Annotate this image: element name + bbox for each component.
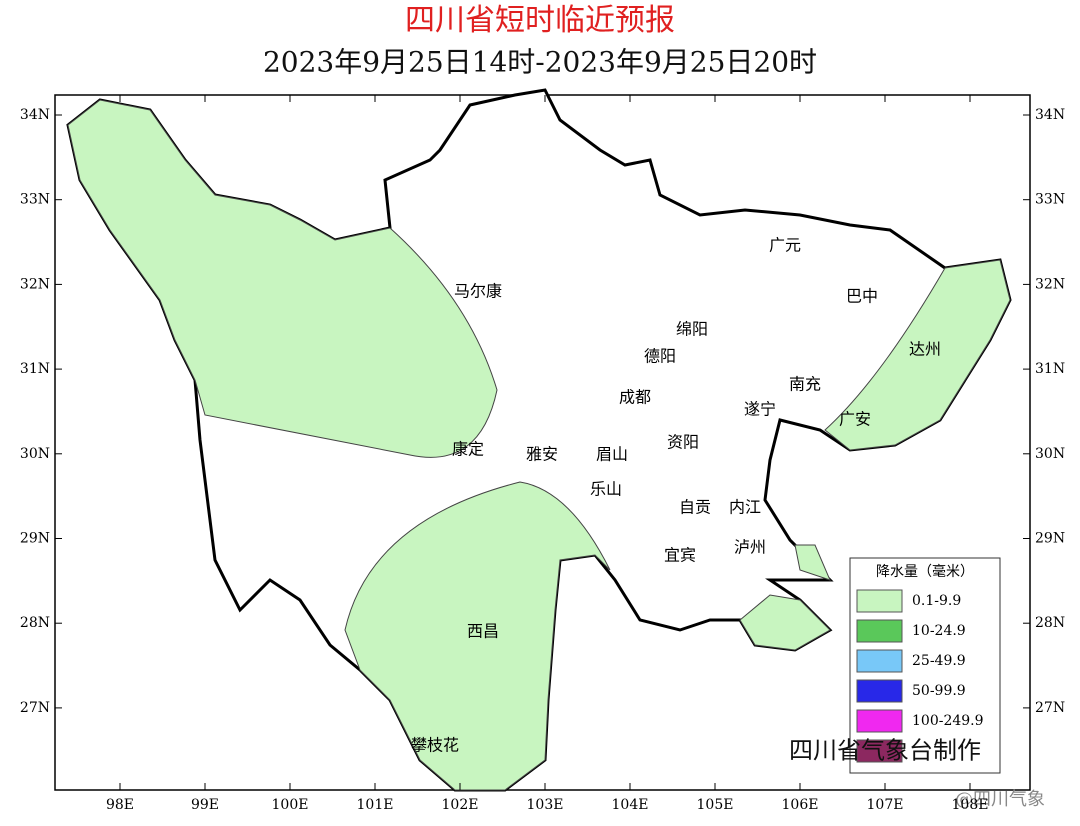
legend-swatch bbox=[856, 589, 903, 613]
rain-area bbox=[824, 259, 1011, 451]
legend-title: 降水量（毫米） bbox=[876, 563, 974, 580]
lat-label: 34N bbox=[1035, 107, 1065, 123]
rain-area bbox=[67, 99, 498, 458]
lat-label: 33N bbox=[1035, 192, 1065, 208]
legend-swatch bbox=[856, 619, 903, 643]
legend-swatch bbox=[856, 679, 903, 703]
lon-label: 102E bbox=[442, 797, 479, 813]
lon-label: 107E bbox=[867, 797, 904, 813]
rain-area bbox=[739, 544, 831, 651]
city-label: 马尔康 bbox=[454, 282, 502, 301]
city-label: 广元 bbox=[769, 236, 801, 255]
city-label: 遂宁 bbox=[744, 400, 776, 419]
city-label: 绵阳 bbox=[676, 320, 708, 339]
lon-label: 100E bbox=[272, 797, 309, 813]
lon-label: 103E bbox=[527, 797, 564, 813]
legend-label: 10-24.9 bbox=[912, 623, 966, 639]
legend-swatch bbox=[856, 709, 903, 733]
lon-label: 104E bbox=[612, 797, 649, 813]
subtitle: 2023年9月25日14时-2023年9月25日20时 bbox=[263, 46, 817, 79]
lon-label: 106E bbox=[782, 797, 819, 813]
city-label: 广安 bbox=[839, 410, 871, 429]
city-label: 泸州 bbox=[734, 538, 766, 557]
city-label: 达州 bbox=[909, 340, 941, 359]
lat-label: 30N bbox=[20, 446, 50, 462]
title: 四川省短时临近预报 bbox=[405, 3, 675, 38]
lat-label: 32N bbox=[20, 276, 50, 292]
lat-label: 34N bbox=[20, 107, 50, 123]
lat-label: 29N bbox=[20, 531, 50, 547]
lat-label: 27N bbox=[1035, 700, 1065, 716]
city-label: 南充 bbox=[789, 375, 821, 394]
lon-label: 101E bbox=[357, 797, 394, 813]
credit: 四川省气象台制作 bbox=[789, 737, 981, 765]
city-label: 雅安 bbox=[526, 445, 558, 464]
lon-label: 105E bbox=[697, 797, 734, 813]
legend-swatch bbox=[856, 739, 903, 763]
lat-label: 27N bbox=[20, 700, 50, 716]
lat-label: 30N bbox=[1035, 446, 1065, 462]
city-label: 眉山 bbox=[596, 445, 628, 464]
lat-label: 32N bbox=[1035, 276, 1065, 292]
city-label: 成都 bbox=[619, 388, 651, 407]
lat-label: 28N bbox=[1035, 615, 1065, 631]
city-label: 巴中 bbox=[846, 287, 878, 306]
city-label: 德阳 bbox=[644, 347, 676, 366]
city-label: 宜宾 bbox=[664, 546, 696, 565]
watermark: @四川气象 bbox=[955, 789, 1045, 810]
legend-swatch bbox=[856, 649, 903, 673]
lon-label: 108E bbox=[952, 797, 989, 813]
lat-label: 28N bbox=[20, 615, 50, 631]
legend-label: 100-249.9 bbox=[912, 713, 984, 729]
lon-label: 98E bbox=[106, 797, 134, 813]
city-label: 康定 bbox=[452, 440, 484, 459]
lat-label: 29N bbox=[1035, 531, 1065, 547]
city-label: 西昌 bbox=[467, 622, 499, 641]
rain-area bbox=[344, 481, 611, 791]
city-label: 攀枝花 bbox=[411, 736, 459, 755]
city-label: 资阳 bbox=[667, 433, 699, 452]
city-label: 内江 bbox=[729, 498, 761, 517]
lon-label: 99E bbox=[191, 797, 219, 813]
legend: 降水量（毫米） 0.1-9.9 10-24.9 25-49.9 50-99.9 100-… bbox=[849, 557, 1001, 774]
city-label: 乐山 bbox=[590, 480, 622, 499]
lat-label: 31N bbox=[1035, 361, 1065, 377]
legend-label: 0.1-9.9 bbox=[912, 593, 961, 609]
lat-label: 33N bbox=[20, 192, 50, 208]
city-label: 自贡 bbox=[679, 498, 711, 517]
legend-label: 50-99.9 bbox=[912, 683, 966, 699]
legend-label: 25-49.9 bbox=[912, 653, 966, 669]
lat-label: 31N bbox=[20, 361, 50, 377]
